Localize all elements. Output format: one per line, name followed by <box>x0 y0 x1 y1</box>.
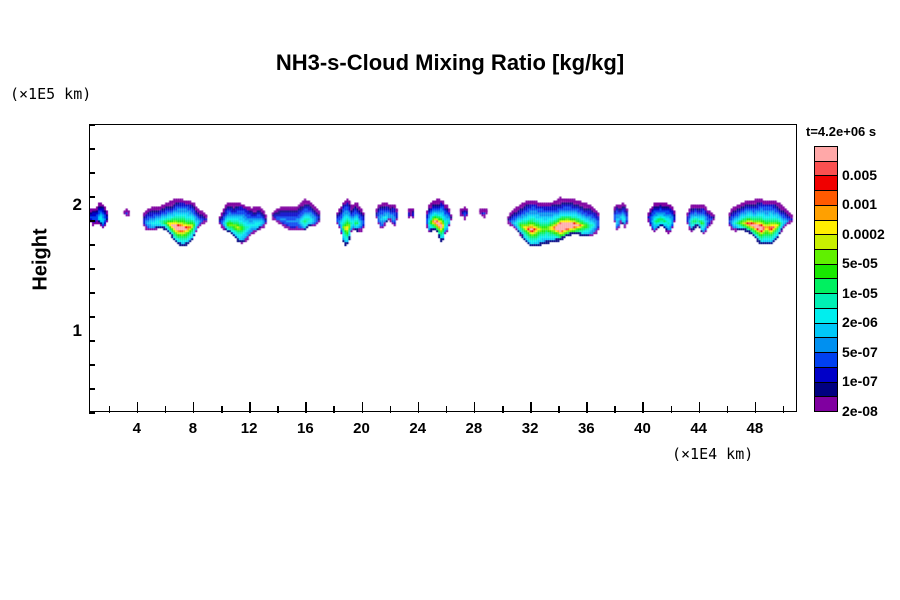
y-tick <box>89 292 95 294</box>
x-tick <box>417 401 420 413</box>
x-tick-minor <box>670 405 673 413</box>
colorbar-band <box>815 176 837 192</box>
colorbar-band <box>815 279 837 295</box>
x-tick-minor <box>558 405 560 413</box>
y-tick <box>89 364 95 366</box>
colorbar-band <box>815 323 837 339</box>
x-tick-label: 36 <box>577 420 595 437</box>
y-tick <box>89 316 95 318</box>
colorbar-label: 1e-07 <box>842 373 878 390</box>
x-tick <box>698 401 701 413</box>
colorbar-band <box>815 147 837 162</box>
y-tick <box>89 268 95 270</box>
x-tick-minor <box>333 405 335 413</box>
x-tick-minor <box>108 405 111 413</box>
colorbar-band <box>815 382 837 398</box>
x-tick <box>754 401 757 413</box>
x-tick-minor <box>614 405 616 413</box>
colorbar-band <box>815 264 837 280</box>
x-tick <box>473 401 476 413</box>
y-tick-label: 2 <box>72 194 82 214</box>
y-tick <box>89 148 95 150</box>
x-tick <box>530 401 532 413</box>
x-tick-minor <box>502 405 504 413</box>
y-axis-title: Height <box>29 228 52 291</box>
x-tick-minor <box>221 405 223 413</box>
colorbar-band <box>815 353 837 368</box>
colorbar-band <box>815 338 837 354</box>
plot-area <box>89 124 797 412</box>
colorbar-tick-labels: 0.005 0.001 0.0002 5e-05 1e-05 2e-06 5e-07 1e-0… <box>842 146 900 419</box>
x-tick <box>586 401 588 413</box>
colorbar-label: 0.0002 <box>842 225 885 242</box>
colorbar-label: 0.005 <box>842 166 878 183</box>
colorbar-label: 1e-05 <box>842 284 878 301</box>
y-tick <box>89 172 95 174</box>
x-tick-label: 48 <box>746 420 764 437</box>
y-tick <box>89 124 95 126</box>
x-tick-label: 4 <box>132 420 141 437</box>
x-tick-label: 32 <box>521 420 539 437</box>
cloud-field-heatmap <box>90 125 796 411</box>
x-tick <box>249 401 251 413</box>
x-tick-label: 24 <box>409 420 427 437</box>
colorbar-band <box>815 235 837 251</box>
colorbar-band <box>815 161 837 177</box>
x-tick-minor <box>277 405 279 413</box>
y-tick <box>89 412 95 414</box>
colorbar-label: 5e-07 <box>842 343 878 360</box>
x-tick <box>136 401 139 413</box>
x-tick <box>642 401 644 413</box>
y-tick <box>89 388 95 390</box>
colorbar-band <box>815 367 837 383</box>
colorbar-band <box>815 205 837 221</box>
colorbar-band <box>815 250 837 265</box>
colorbar-strip <box>814 146 838 412</box>
x-tick-label: 16 <box>296 420 314 437</box>
y-tick <box>89 220 95 222</box>
x-tick <box>305 401 307 413</box>
y-axis-unit-label: (×1E5 km) <box>10 85 92 103</box>
y-tick-label: 1 <box>72 320 82 340</box>
x-tick-label: 28 <box>465 420 483 437</box>
colorbar-band <box>815 294 837 309</box>
x-tick-label: 20 <box>353 420 370 437</box>
colorbar-band <box>815 191 837 206</box>
y-tick <box>89 340 95 342</box>
x-axis-unit-label: (×1E4 km) <box>672 445 754 463</box>
page-title: NH3-s-Cloud Mixing Ratio [kg/kg] <box>275 50 625 75</box>
colorbar-band <box>815 397 837 411</box>
x-tick <box>361 401 364 413</box>
x-tick-minor <box>782 405 785 413</box>
y-tick <box>89 244 95 246</box>
x-tick-label: 8 <box>188 420 198 437</box>
x-tick-minor <box>726 405 729 413</box>
x-tick-minor <box>445 405 448 413</box>
x-tick-label: 12 <box>240 420 258 437</box>
y-tick <box>89 196 95 198</box>
colorbar-band <box>815 308 837 324</box>
colorbar-label: 5e-05 <box>842 255 878 272</box>
colorbar-label: 0.001 <box>842 196 878 213</box>
colorbar-time-annotation: t=4.2e+06 s <box>806 124 877 139</box>
colorbar-band <box>815 220 837 236</box>
x-tick-label: 44 <box>690 420 707 437</box>
x-tick-minor <box>389 405 392 413</box>
x-tick <box>192 401 195 413</box>
x-tick-label: 40 <box>634 420 651 437</box>
x-tick-minor <box>164 405 167 413</box>
colorbar-label: 2e-08 <box>842 403 878 419</box>
colorbar-label: 2e-06 <box>842 314 878 331</box>
